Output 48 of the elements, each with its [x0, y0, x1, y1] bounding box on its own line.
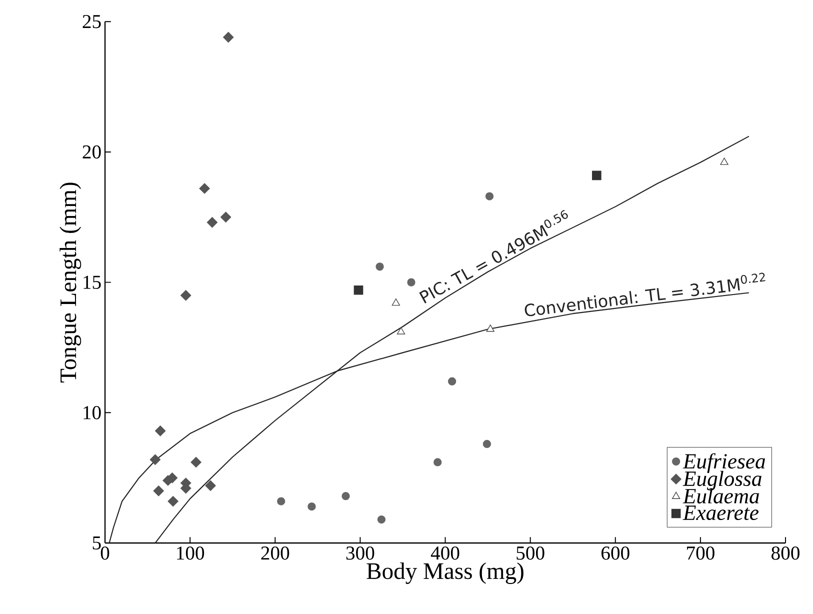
point: [150, 454, 161, 466]
y-tick-label: 15: [84, 276, 101, 290]
legend-label: Eulaema: [682, 488, 760, 504]
y-tick-label: 10: [84, 406, 101, 420]
point: [154, 426, 166, 436]
point: [486, 324, 494, 332]
x-tick-label: 100: [177, 546, 204, 560]
point: [720, 158, 728, 166]
point: [376, 262, 384, 271]
point: [223, 32, 234, 43]
x-tick-label: 800: [772, 546, 800, 560]
legend-label: Eufriesea: [682, 453, 766, 474]
x-tick-label: 400: [430, 546, 460, 560]
point: [153, 486, 164, 496]
point: [206, 217, 218, 228]
point: [308, 502, 316, 511]
point: [434, 458, 442, 466]
y-tick-label: 20: [82, 145, 101, 159]
x-tick-label: 0: [100, 546, 110, 560]
point: [190, 456, 202, 468]
point: [392, 298, 400, 306]
point: [168, 496, 178, 507]
x-axis-title: Body Mass (mg): [366, 562, 524, 584]
point: [377, 516, 386, 524]
text: Conventional: TL = 3.31M$^{0.22}$: [524, 272, 766, 316]
x-tick-label: 600: [602, 546, 630, 560]
point: [277, 497, 286, 506]
legend-label: Euglossa: [682, 470, 762, 491]
y-axis-title: Tongue Length (mm): [60, 182, 82, 383]
point: [485, 192, 494, 200]
x-tick-label: 500: [516, 546, 544, 560]
y-tick-label: 5: [92, 536, 101, 550]
y-tick-label: 25: [82, 15, 101, 28]
point: [180, 290, 192, 301]
point: [592, 170, 602, 180]
point: [448, 377, 456, 386]
point: [407, 278, 416, 287]
point: [199, 183, 210, 194]
legend-label: Exaerete: [682, 506, 759, 520]
point: [342, 492, 350, 500]
x-tick-label: 200: [261, 546, 290, 560]
point: [220, 212, 232, 223]
x-tick-label: 300: [346, 546, 374, 560]
point: [482, 440, 492, 448]
point: [205, 480, 216, 492]
x-tick-label: 700: [687, 546, 714, 560]
point: [396, 327, 406, 334]
point: [354, 286, 364, 295]
